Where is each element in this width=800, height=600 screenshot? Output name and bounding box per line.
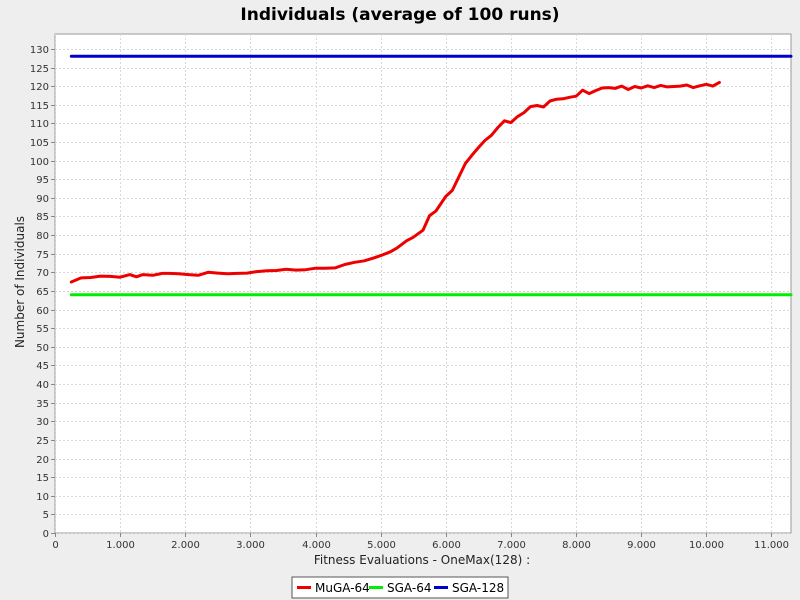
series-lines [69, 54, 793, 297]
y-tick-label: 5 [43, 510, 49, 521]
y-tick-label: 130 [30, 45, 49, 56]
x-tick-label: 7.000 [497, 540, 526, 551]
y-tick-label: 75 [36, 250, 49, 261]
y-tick-label: 25 [36, 436, 49, 447]
legend-label-sga-64: SGA-64 [387, 581, 431, 595]
y-tick-label: 70 [36, 268, 49, 279]
x-tick-label: 5.000 [367, 540, 396, 551]
y-tick-label: 110 [30, 119, 49, 130]
axes: 0 5 10 15 20 25 30 35 40 45 50 55 60 65 70 75 80 85 90 95 10… [30, 45, 789, 551]
x-tick-label: 0 [52, 540, 58, 551]
y-tick-label: 20 [36, 455, 49, 466]
legend: MuGA-64 SGA-64 SGA-128 [291, 576, 509, 599]
y-tick-label: 120 [30, 82, 49, 93]
y-tick-label: 115 [30, 101, 49, 112]
x-tick-label: 11.000 [754, 540, 789, 551]
y-tick-label: 60 [36, 306, 49, 317]
y-tick-label: 90 [36, 194, 49, 205]
y-tick-label: 45 [36, 361, 49, 372]
legend-label-sga-128: SGA-128 [452, 581, 504, 595]
y-axis-title: Number of Individuals [13, 216, 27, 348]
x-axis-title: Fitness Evaluations - OneMax(128) : [314, 553, 530, 567]
y-tick-label: 55 [36, 324, 49, 335]
x-tick-label: 8.000 [562, 540, 591, 551]
series-line-muga-64 [69, 80, 721, 284]
y-tick-label: 65 [36, 287, 49, 298]
chart-title: Individuals (average of 100 runs) [240, 5, 559, 25]
x-tick-label: 2.000 [171, 540, 200, 551]
y-tick-label: 105 [30, 138, 49, 149]
x-tick-label: 3.000 [236, 540, 265, 551]
y-tick-label: 80 [36, 231, 49, 242]
x-tick-label: 1.000 [106, 540, 135, 551]
grid [55, 34, 791, 534]
x-tick-label: 9.000 [627, 540, 656, 551]
y-tick-label: 125 [30, 64, 49, 75]
legend-box [291, 576, 509, 599]
y-tick-label: 100 [30, 157, 49, 168]
x-tick-label: 4.000 [302, 540, 331, 551]
y-tick-label: 50 [36, 343, 49, 354]
y-tick-label: 0 [43, 529, 49, 540]
y-tick-label: 10 [36, 492, 49, 503]
x-tick-label: 10.000 [689, 540, 724, 551]
y-tick-label: 85 [36, 212, 49, 223]
y-tick-label: 30 [36, 417, 49, 428]
plot-area [54, 33, 792, 534]
y-tick-label: 15 [36, 473, 49, 484]
legend-label-muga-64: MuGA-64 [315, 581, 370, 595]
y-tick-label: 35 [36, 399, 49, 410]
x-tick-label: 6.000 [432, 540, 461, 551]
y-tick-label: 95 [36, 175, 49, 186]
y-tick-label: 40 [36, 380, 49, 391]
